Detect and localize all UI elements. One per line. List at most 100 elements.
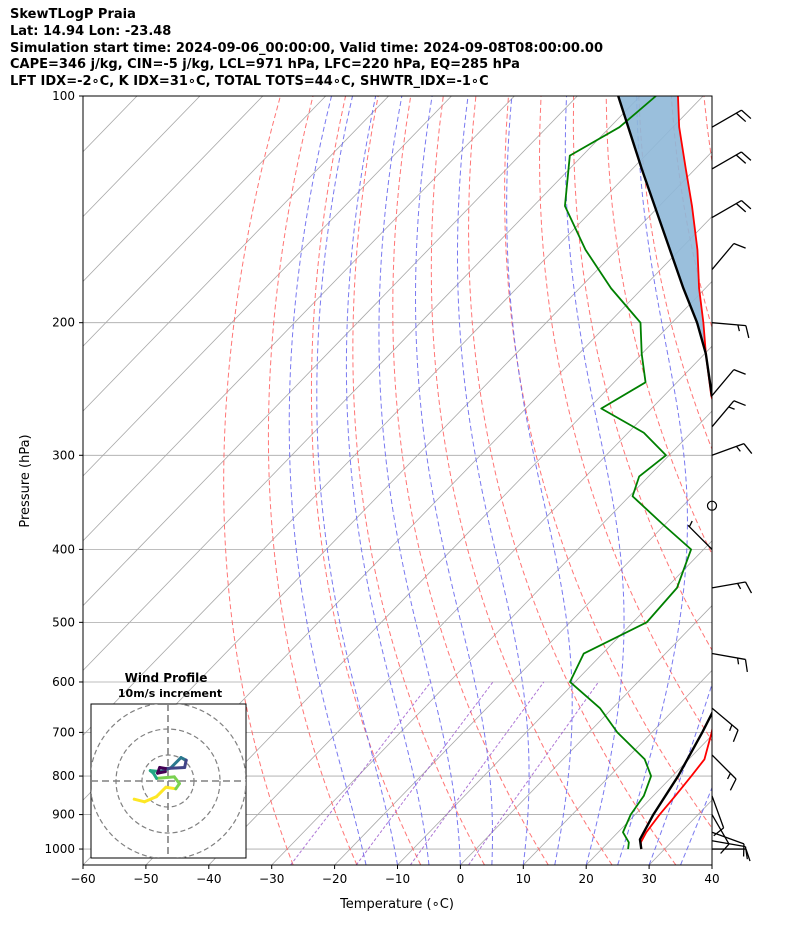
dry-adiabat: [605, 96, 712, 556]
time-line: Simulation start time: 2024-09-06_00:00:…: [10, 40, 603, 56]
cin-fill: [618, 96, 712, 399]
moist-adiabat: [415, 96, 493, 865]
background-lines: [83, 96, 794, 865]
barb-flag: [744, 659, 748, 673]
barb-staff: [711, 795, 725, 829]
barb-flag: [741, 151, 752, 161]
x-tick-label: 10: [516, 872, 531, 886]
hodograph-title: Wind Profile: [125, 671, 208, 685]
hodograph-trace-segment: [164, 785, 178, 791]
parcel-profile-line: [617, 96, 712, 850]
x-tick-label: −10: [385, 872, 410, 886]
wind-barb: [711, 151, 752, 170]
barb-flag: [720, 843, 730, 854]
hodograph-trace-segment: [155, 775, 176, 780]
wind-barb: [711, 831, 745, 857]
isotherm-gridline: [83, 96, 578, 607]
y-tick-label: 500: [52, 615, 75, 629]
wind-barb: [711, 199, 752, 219]
y-tick-label: 1000: [44, 842, 75, 856]
x-tick-label: 30: [641, 872, 656, 886]
dry-adiabat: [638, 96, 712, 451]
wind-barb: [711, 322, 750, 339]
barb-flag: [741, 200, 752, 210]
dry-adiabat: [572, 96, 712, 652]
dry-adiabat: [538, 96, 712, 742]
moist-adiabat: [648, 682, 712, 865]
moist-adiabat: [711, 863, 712, 865]
barb-staff: [711, 754, 737, 780]
barb-flag: [733, 400, 746, 407]
mixing-ratio-line: [468, 681, 599, 865]
moist-adiabat: [456, 96, 530, 865]
wind-barb: [711, 814, 730, 854]
dry-adiabat: [352, 96, 485, 865]
cape-cin-fills: [618, 96, 712, 399]
barb-flag: [743, 443, 753, 454]
isotherm-gridline: [145, 280, 712, 865]
barb-staff: [711, 400, 735, 428]
dry-adiabat: [310, 96, 422, 865]
wind-barb: [687, 520, 713, 550]
barb-staff: [711, 831, 745, 845]
isotherm-gridline: [83, 96, 704, 736]
dewpoint-profile-line: [564, 96, 692, 850]
barb-staff: [711, 707, 739, 731]
barb-half-flag: [728, 406, 735, 410]
hodograph: Wind Profile 10m/s increment: [90, 671, 247, 859]
dry-adiabat: [703, 96, 712, 165]
index-line: LFT IDX=-2∘C, K IDX=31∘C, TOTAL TOTS=44∘…: [10, 74, 489, 90]
y-tick-label: 600: [52, 675, 75, 689]
hodograph-inner: [91, 704, 246, 858]
barb-flag: [729, 778, 737, 791]
barb-staff: [711, 199, 742, 219]
x-tick-label: 20: [579, 872, 594, 886]
x-tick-label: 40: [704, 872, 719, 886]
barb-half-flag: [737, 583, 742, 590]
isotherm-gridline: [460, 605, 712, 865]
dry-adiabat: [468, 96, 677, 865]
cape-line: CAPE=346 j/kg, CIN=-5 j/kg, LCL=971 hPa,…: [10, 57, 520, 73]
barb-staff: [711, 581, 746, 589]
barb-flag: [732, 729, 739, 743]
wind-barb: [711, 443, 753, 456]
barb-half-flag: [737, 324, 741, 332]
header: SkewTLogP Praia Lat: 14.94 Lon: -23.48 S…: [10, 7, 603, 91]
y-tick-label: 700: [52, 725, 75, 739]
barb-staff: [711, 443, 745, 456]
barb-flag: [733, 242, 746, 249]
hodograph-trace-segment: [132, 797, 147, 804]
isotherm-gridline: [334, 475, 712, 865]
barb-staff: [711, 109, 742, 128]
dry-adiabat: [392, 96, 549, 865]
isotherm-gridline: [83, 96, 515, 542]
moist-adiabat: [680, 786, 712, 865]
barb-flag: [744, 846, 748, 860]
dry-adiabat: [223, 96, 294, 865]
calm-circle: [706, 500, 718, 511]
isotherm-gridline: [271, 410, 712, 865]
wind-barb: [711, 754, 737, 791]
barb-flag: [735, 112, 747, 123]
dry-adiabat: [769, 96, 794, 865]
isotherm-gridline: [83, 96, 641, 672]
isotherm-gridline: [83, 96, 389, 412]
x-tick-label: 0: [457, 872, 465, 886]
barb-half-flag: [728, 724, 733, 731]
moist-adiabat: [345, 96, 430, 865]
x-tick-label: −60: [70, 872, 95, 886]
x-tick-label: −20: [322, 872, 347, 886]
hodograph-trace-segment: [155, 785, 168, 799]
barb-staff: [687, 524, 713, 550]
profile-lines: [564, 96, 712, 850]
chart-title: SkewTLogP Praia: [10, 7, 136, 22]
moist-adiabat: [288, 96, 367, 865]
wind-barb: [711, 400, 746, 428]
moist-adiabat: [617, 96, 688, 865]
wind-barb: [711, 795, 725, 837]
barb-half-flag: [736, 657, 740, 665]
wind-barb: [711, 109, 752, 128]
barb-half-flag: [726, 773, 731, 780]
mixing-ratio-line: [409, 681, 545, 865]
